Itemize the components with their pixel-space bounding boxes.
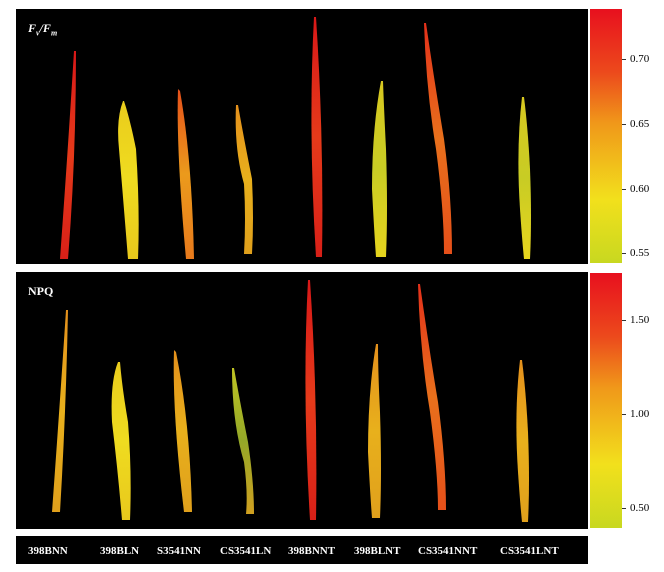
- leaf-398blnt: [368, 344, 381, 518]
- sample-name: CS3541NNT: [418, 545, 478, 557]
- sample-name: CS3541LNT: [500, 545, 559, 557]
- fvfm-tick-mark: [622, 189, 626, 190]
- leaf-cs3541ln: [232, 368, 254, 514]
- leaf-398bnn: [60, 51, 76, 259]
- fvfm-tick-mark: [622, 124, 626, 125]
- leaf-cs3541lnt: [516, 360, 529, 522]
- leaf-398bln: [118, 101, 139, 259]
- leaf-s3541nn: [173, 350, 192, 512]
- sample-name: 398BNN: [28, 545, 68, 557]
- leaf-cs3541nnt: [418, 284, 446, 510]
- leaf-cs3541nnt: [424, 23, 452, 254]
- npq-tick-mark: [622, 320, 626, 321]
- npq-tick-label: 1.00: [630, 408, 650, 420]
- leaf-398blnt: [372, 81, 387, 257]
- leaf-398bln: [111, 362, 131, 520]
- fvfm-tick-label: 0.55: [630, 247, 650, 259]
- sample-name: S3541NN: [157, 545, 202, 557]
- fvfm-tick-mark: [622, 253, 626, 254]
- fvfm-leaves: [60, 17, 531, 259]
- leaf-398bnnt: [305, 280, 317, 520]
- sample-name: 398BLN: [100, 545, 140, 557]
- leaf-398bnnt: [311, 17, 323, 257]
- leaf-s3541nn: [177, 89, 194, 259]
- npq-colorbar: [590, 273, 622, 528]
- sample-name: 398BNNT: [288, 545, 336, 557]
- npq-label: NPQ: [28, 284, 54, 298]
- fvfm-tick-label: 0.60: [630, 183, 650, 195]
- sample-names-bar: 398BNN 398BLN S3541NN CS3541LN 398BNNT 3…: [16, 536, 588, 564]
- npq-tick-mark: [622, 508, 626, 509]
- sample-name: CS3541LN: [220, 545, 272, 557]
- npq-tick-label: 0.50: [630, 502, 650, 514]
- fvfm-image-panel: Fv/Fm: [16, 9, 588, 264]
- leaf-cs3541lnt: [518, 97, 531, 259]
- fvfm-label: Fv/Fm: [28, 21, 58, 38]
- npq-image-panel: NPQ: [16, 272, 588, 529]
- fvfm-colorbar: [590, 9, 622, 263]
- fvfm-tick-label: 0.65: [630, 118, 650, 130]
- sample-name: 398BLNT: [354, 545, 401, 557]
- npq-tick-label: 1.50: [630, 314, 650, 326]
- fvfm-tick-label: 0.70: [630, 53, 650, 65]
- leaf-398bnn: [52, 310, 68, 512]
- leaf-cs3541ln: [235, 105, 253, 254]
- npq-tick-mark: [622, 414, 626, 415]
- npq-leaves: [52, 280, 529, 522]
- fvfm-tick-mark: [622, 59, 626, 60]
